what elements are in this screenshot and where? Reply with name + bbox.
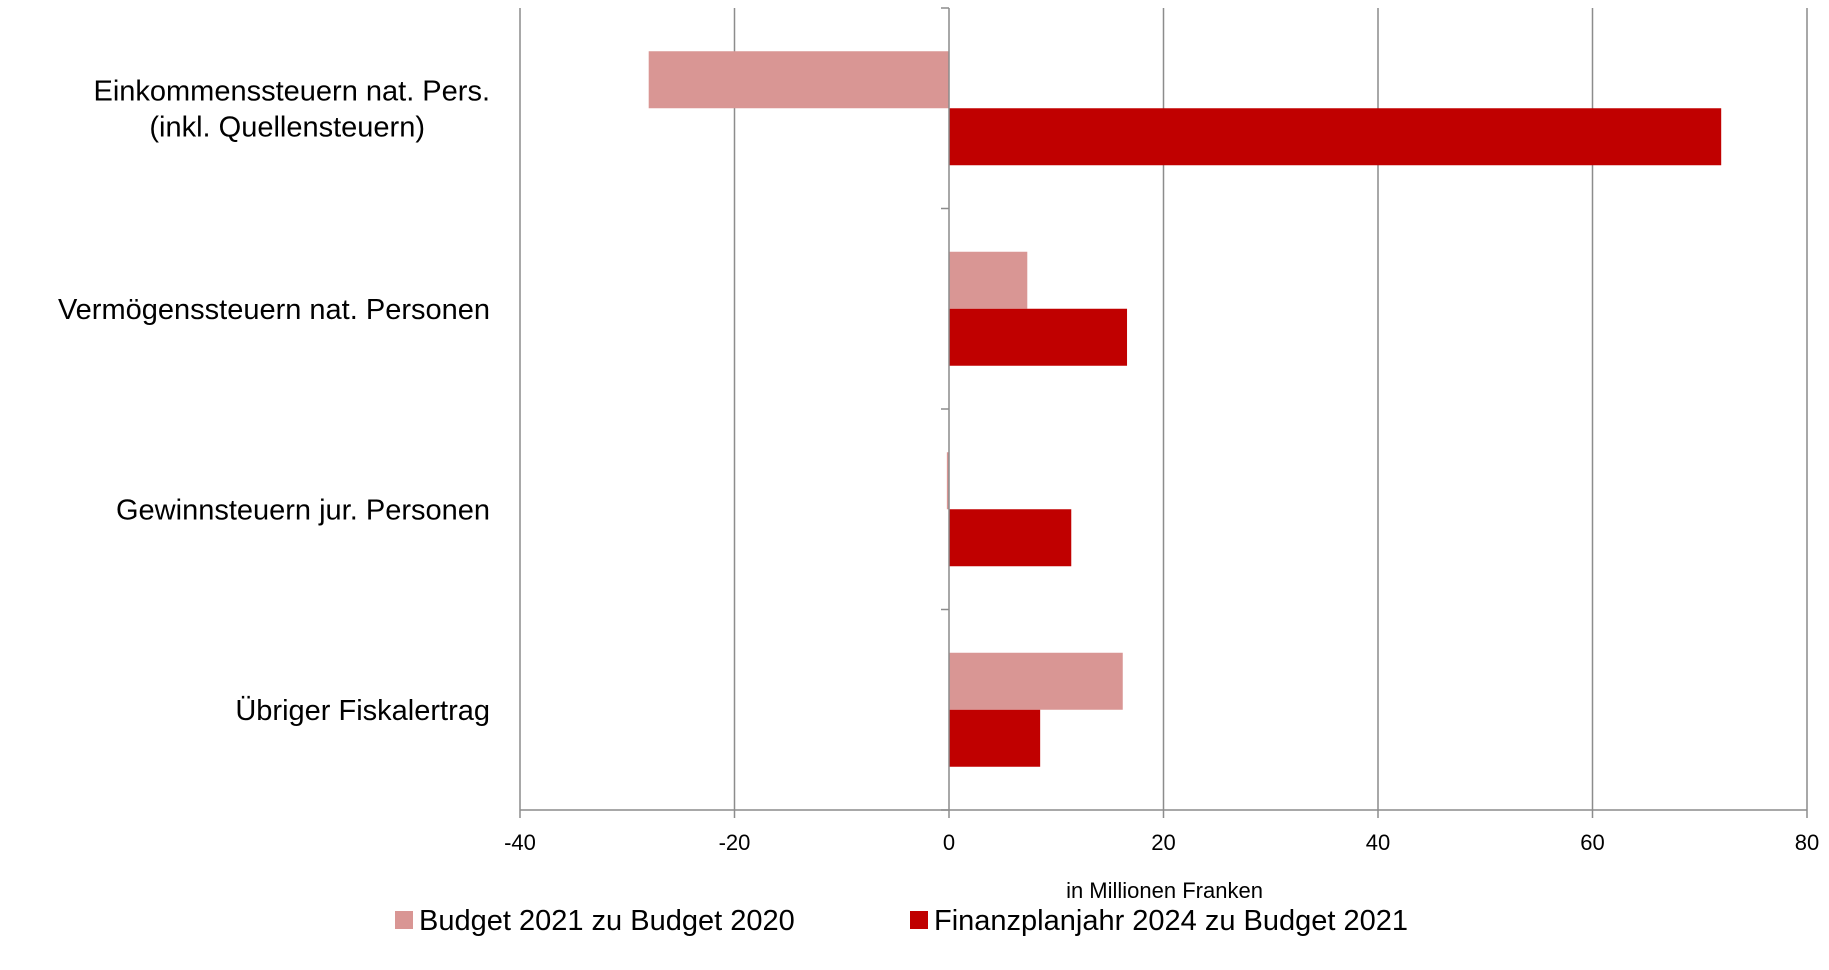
x-tick-label: 20 <box>1151 830 1175 855</box>
legend-swatch <box>910 911 928 929</box>
legend-label: Finanzplanjahr 2024 zu Budget 2021 <box>934 905 1408 937</box>
bar <box>949 308 1128 366</box>
bar <box>949 652 1123 710</box>
category-labels: Einkommenssteuern nat. Pers. (inkl. Quell… <box>58 75 490 727</box>
x-tick-label: 80 <box>1795 830 1819 855</box>
category-label: Gewinnsteuern jur. Personen <box>116 494 490 526</box>
bar <box>648 51 949 109</box>
bar <box>949 251 1028 309</box>
x-tick-label: 40 <box>1366 830 1390 855</box>
category-label: Vermögenssteuern nat. Personen <box>58 294 490 326</box>
bar <box>949 509 1072 567</box>
legend-swatch <box>395 911 413 929</box>
x-tick-label: -20 <box>719 830 751 855</box>
x-tick-labels: -40 -20 0 20 40 60 80 <box>504 830 1819 855</box>
bar <box>949 709 1041 767</box>
bar <box>946 452 949 510</box>
x-tick-label: -40 <box>504 830 536 855</box>
category-label: Übriger Fiskalertrag <box>235 695 490 727</box>
x-tick-label: 60 <box>1580 830 1604 855</box>
x-tick-label: 0 <box>943 830 955 855</box>
category-label: Einkommenssteuern nat. Pers. (inkl. Quell… <box>93 75 490 143</box>
bar <box>949 108 1722 166</box>
x-axis-title: in Millionen Franken <box>1066 878 1263 903</box>
legend: Budget 2021 zu Budget 2020 Finanzplanjahr… <box>395 905 1408 937</box>
bars <box>648 51 1722 767</box>
legend-label: Budget 2021 zu Budget 2020 <box>419 905 795 937</box>
axes <box>519 7 1808 818</box>
